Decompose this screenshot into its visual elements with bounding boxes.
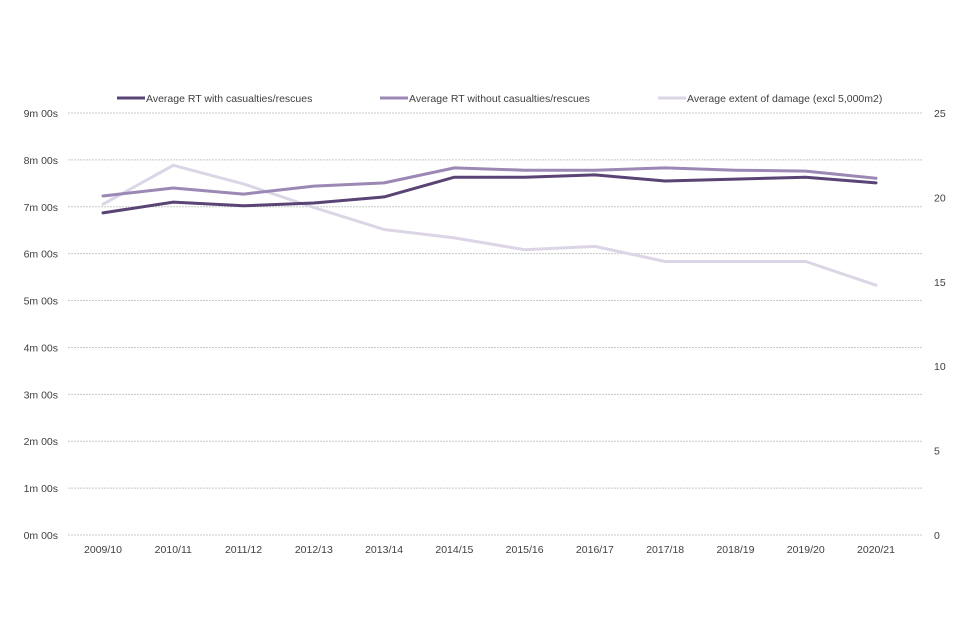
left-tick-label: 1m 00s [24,483,58,495]
right-tick-label: 25 [934,108,946,120]
legend-label: Average RT without casualties/rescues [409,93,590,105]
x-tick-label: 2009/10 [84,544,122,556]
series-line-3 [101,163,878,287]
left-tick-label: 2m 00s [24,436,58,448]
x-tick-label: 2012/13 [295,544,333,556]
legend-label: Average RT with casualties/rescues [146,93,312,105]
left-tick-label: 4m 00s [24,342,58,354]
legend-label: Average extent of damage (excl 5,000m2) [687,93,882,105]
x-tick-label: 2013/14 [365,544,403,556]
right-axis-ticks: 0 5 10 15 20 25 [934,108,946,542]
legend: Average RT with casualties/rescues Averag… [117,93,882,105]
x-tick-label: 2017/18 [646,544,684,556]
left-tick-label: 9m 00s [24,108,58,120]
right-tick-label: 15 [934,277,946,289]
left-tick-label: 6m 00s [24,249,58,261]
left-tick-label: 5m 00s [24,296,58,308]
right-tick-label: 0 [934,530,940,542]
x-axis-ticks: 2009/10 2010/11 2011/12 2012/13 2013/14 2014/… [84,544,895,556]
left-tick-label: 0m 00s [24,530,58,542]
right-tick-label: 20 [934,192,946,204]
left-tick-label: 8m 00s [24,155,58,167]
x-tick-label: 2014/15 [435,544,473,556]
x-tick-label: 2010/11 [155,544,192,556]
series-lines [101,163,878,287]
left-tick-label: 7m 00s [24,202,58,214]
series-line-1 [101,173,878,215]
right-tick-label: 10 [934,361,946,373]
x-tick-label: 2011/12 [225,544,262,556]
x-tick-label: 2015/16 [506,544,544,556]
left-tick-label: 3m 00s [24,389,58,401]
right-tick-label: 5 [934,446,940,458]
x-tick-label: 2018/19 [716,544,754,556]
x-tick-label: 2019/20 [787,544,825,556]
gridlines [68,112,922,536]
series-line-2 [101,166,878,198]
left-axis-ticks: 0m 00s 1m 00s 2m 00s 3m 00s 4m 00s 5m 00s 6m 0… [24,108,58,542]
x-tick-label: 2016/17 [576,544,614,556]
x-tick-label: 2020/21 [857,544,895,556]
